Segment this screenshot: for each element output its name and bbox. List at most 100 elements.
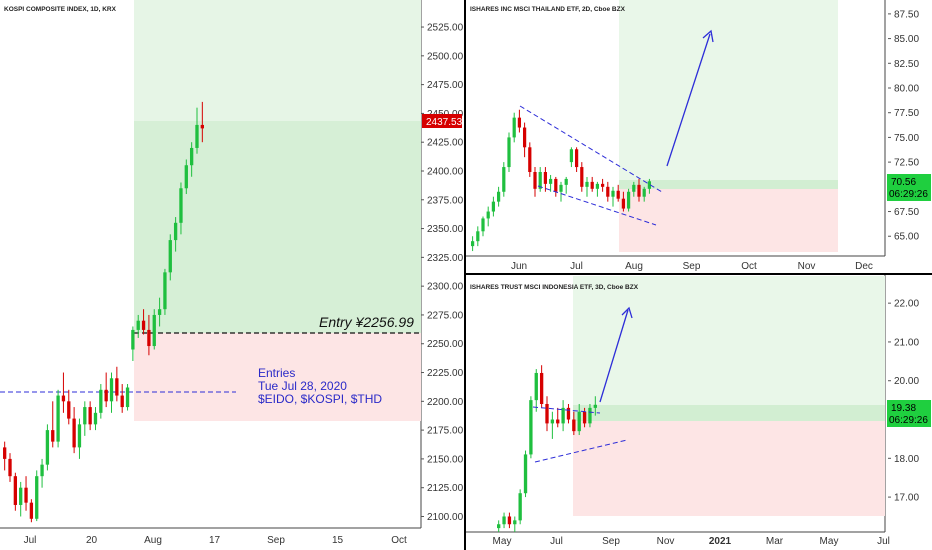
- candle-body: [184, 165, 188, 189]
- kospi-chart-panel[interactable]: KOSPI COMPOSITE INDEX, 1D, KRX Entry ¥22…: [0, 0, 464, 546]
- y-tick-label: 2350.00: [427, 224, 464, 235]
- candle-body: [491, 201, 496, 212]
- y-tick-label: 65.00: [894, 232, 919, 243]
- eido-profit-zone-active: [573, 405, 885, 421]
- eido-candles: [497, 365, 597, 532]
- candle-body: [611, 190, 615, 197]
- x-tick-label: Jul: [570, 261, 583, 272]
- candle-body: [574, 149, 579, 168]
- x-tick-label: Jul: [550, 536, 563, 547]
- candle-body: [24, 487, 28, 503]
- eido-time-axis[interactable]: May Jul Sep Nov 2021 Mar May Jul: [493, 536, 890, 547]
- candle-body: [637, 184, 641, 197]
- y-tick-label: 2300.00: [427, 282, 464, 293]
- kospi-entry-label: Entry ¥2256.99: [319, 314, 414, 330]
- candle-body: [481, 218, 485, 232]
- candle: [593, 396, 597, 416]
- x-tick-label: May: [493, 536, 512, 547]
- candle-body: [616, 190, 620, 199]
- candle-body: [120, 395, 124, 408]
- y-tick-label: 2250.00: [427, 339, 464, 350]
- candle: [574, 147, 579, 172]
- y-tick-label: 2525.00: [427, 23, 464, 34]
- eido-last-price-tag: [887, 400, 931, 427]
- candle: [517, 109, 522, 133]
- candle: [61, 372, 66, 413]
- thd-chart-panel[interactable]: ISHARES INC MSCI THAILAND ETF, 2D, Cboe …: [470, 0, 931, 272]
- thd-last-price-tag: [887, 174, 931, 201]
- candle: [481, 216, 485, 237]
- candle: [491, 196, 496, 217]
- candle: [512, 112, 516, 143]
- y-tick-label: 2400.00: [427, 166, 464, 177]
- candle: [577, 404, 581, 436]
- candle: [518, 489, 522, 525]
- eido-breakout-arrow: [599, 309, 629, 403]
- candle-body: [528, 147, 532, 172]
- candle-body: [529, 400, 533, 455]
- candle: [195, 107, 199, 154]
- candle: [476, 226, 480, 247]
- candle: [539, 365, 544, 408]
- candle: [637, 178, 641, 202]
- candle: [497, 520, 501, 532]
- x-tick-label: 15: [332, 535, 344, 546]
- candle: [585, 176, 589, 197]
- candle: [528, 142, 532, 177]
- x-tick-label: Jun: [511, 261, 527, 272]
- candle-body: [35, 476, 39, 519]
- candle: [24, 476, 28, 511]
- candle: [83, 401, 87, 436]
- candle-body: [195, 124, 199, 148]
- kospi-price-axis[interactable]: 2100.00 2125.00 2150.00 2175.00 2200.00 2225.…: [421, 23, 464, 523]
- candle: [173, 217, 178, 252]
- kospi-chart-title: KOSPI COMPOSITE INDEX, 1D, KRX: [4, 6, 117, 13]
- candle-body: [569, 149, 574, 163]
- eido-arrow-head: [621, 306, 633, 319]
- candle: [45, 424, 50, 471]
- y-tick-label: 77.50: [894, 108, 919, 119]
- eido-countdown: 06:29:26: [889, 415, 928, 426]
- candle: [588, 404, 592, 428]
- candle-body: [115, 378, 119, 396]
- kospi-profit-zone-active: [134, 121, 421, 333]
- candle-body: [125, 387, 130, 408]
- candle-body: [572, 419, 576, 432]
- candle: [580, 162, 584, 192]
- eido-loss-zone: [573, 421, 885, 516]
- y-tick-label: 2200.00: [427, 397, 464, 408]
- candle-body: [548, 178, 553, 184]
- x-tick-label: Nov: [657, 536, 675, 547]
- candle-body: [626, 191, 631, 209]
- candle-body: [189, 147, 194, 166]
- eido-chart-panel[interactable]: ISHARES TRUST MSCI INDONESIA ETF, 3D, Cb…: [470, 276, 931, 547]
- candle: [616, 184, 620, 202]
- x-tick-label: May: [820, 536, 839, 547]
- candle-body: [585, 181, 589, 187]
- candle-body: [550, 419, 555, 424]
- y-tick-label: 2150.00: [427, 454, 464, 465]
- candle: [507, 132, 511, 172]
- candle-body: [543, 172, 548, 184]
- thd-price-axis[interactable]: 65.0067.5070.0072.5075.0077.5080.0082.50…: [888, 9, 919, 243]
- candle: [569, 147, 574, 168]
- x-tick-label: 2021: [709, 536, 732, 547]
- thd-chart-title: ISHARES INC MSCI THAILAND ETF, 2D, Cboe …: [470, 6, 626, 13]
- candle-body: [632, 184, 636, 192]
- thd-last-price: 70.56: [891, 177, 916, 188]
- candle-body: [559, 184, 563, 192]
- entries-note-line-2: Tue Jul 28, 2020: [258, 379, 347, 393]
- x-tick-label: Dec: [855, 261, 873, 272]
- eido-last-price: 19.38: [891, 403, 916, 414]
- thd-time-axis[interactable]: Jun Jul Aug Sep Oct Nov Dec: [511, 261, 873, 272]
- candle-body: [502, 167, 506, 192]
- candle-body: [88, 407, 92, 425]
- y-tick-label: 72.50: [894, 158, 919, 169]
- candle: [550, 411, 555, 439]
- candle: [56, 389, 60, 448]
- candle: [621, 191, 626, 212]
- kospi-time-axis[interactable]: Jul 20 Aug 17 Sep 15 Oct: [24, 535, 407, 546]
- candle-body: [517, 117, 522, 128]
- candle: [470, 236, 475, 252]
- candle-body: [533, 172, 537, 189]
